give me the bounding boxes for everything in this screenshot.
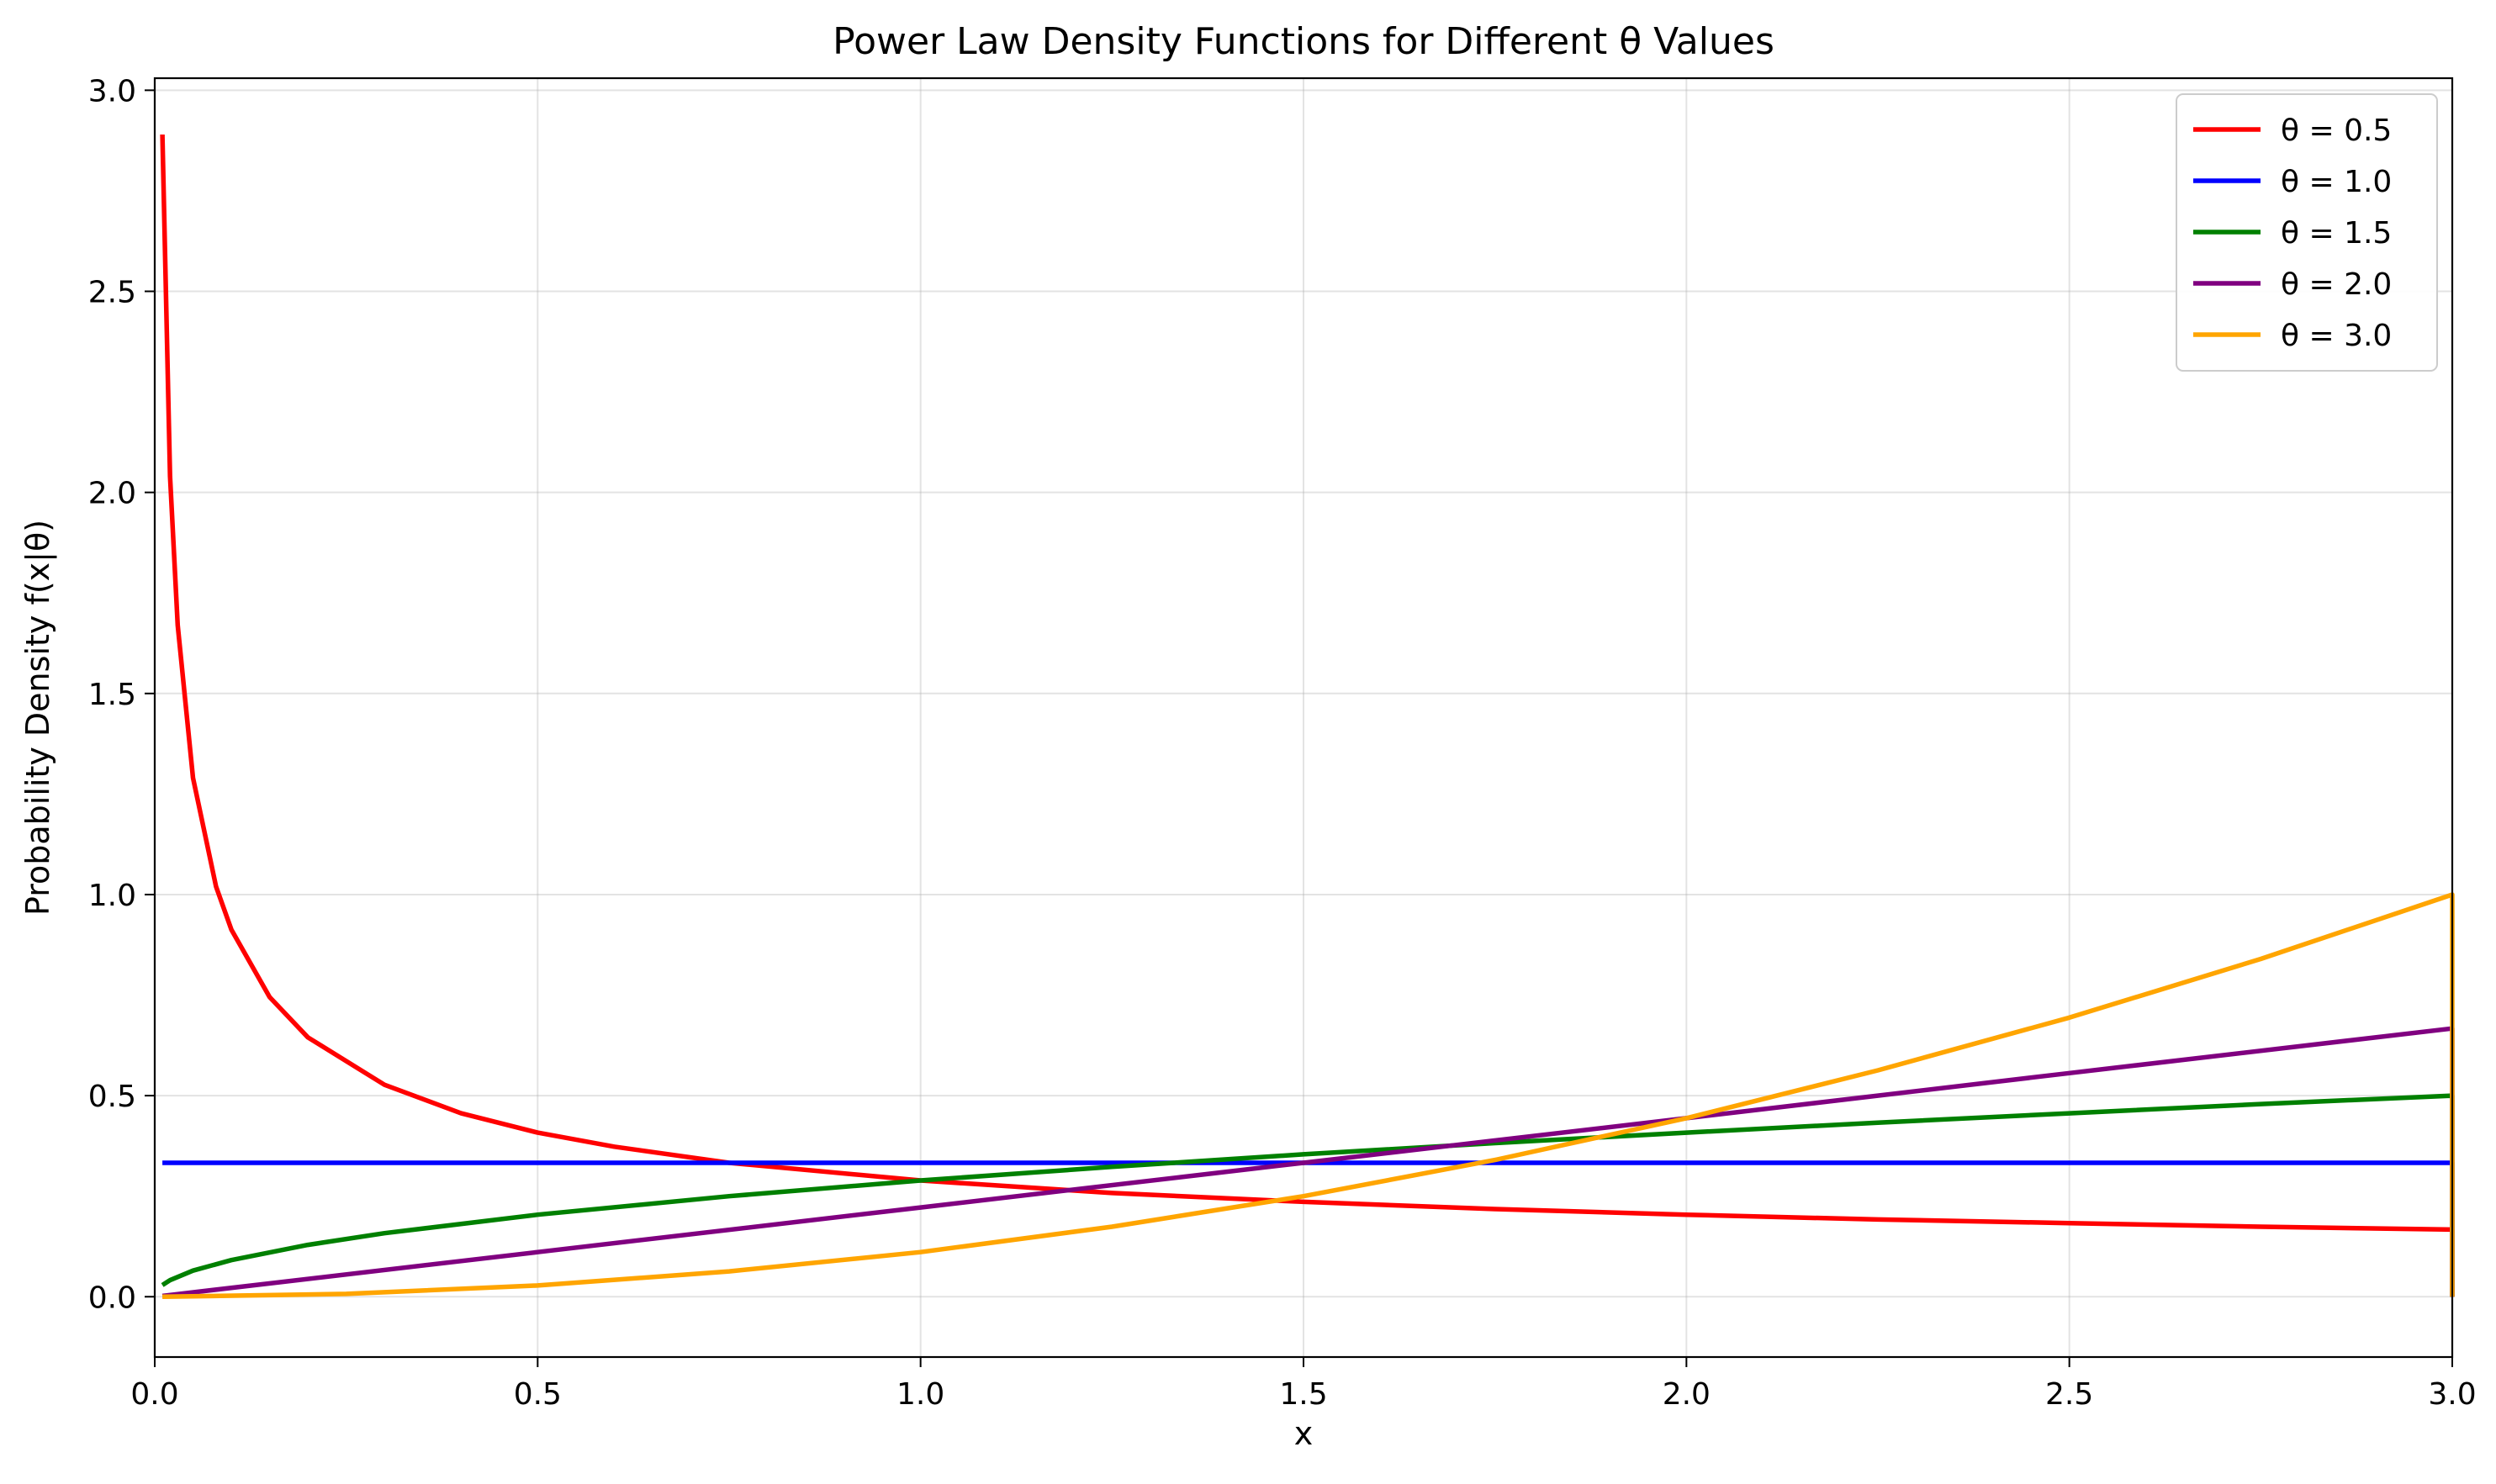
y-tick-label: 1.5 — [88, 678, 136, 712]
legend-box — [2176, 93, 2438, 372]
x-tick-label: 1.5 — [1279, 1377, 1327, 1412]
y-tick-label: 2.5 — [88, 276, 136, 310]
legend-label: θ = 1.5 — [2281, 216, 2392, 251]
y-tick-label: 3.0 — [88, 74, 136, 108]
y-tick-label: 2.0 — [88, 477, 136, 511]
legend-label: θ = 3.0 — [2281, 319, 2392, 353]
y-axis-label: Probability Density f(x|θ) — [19, 520, 57, 916]
y-tick-label: 0.5 — [88, 1080, 136, 1114]
chart-title: Power Law Density Functions for Differen… — [833, 20, 1774, 63]
x-tick-label: 0.5 — [514, 1377, 562, 1412]
series-line-3 — [161, 1093, 2455, 1297]
x-tick-label: 2.0 — [1663, 1377, 1711, 1412]
series-line-1 — [160, 134, 2455, 1297]
legend-label: θ = 0.5 — [2281, 114, 2392, 148]
x-axis-label: x — [1294, 1415, 1314, 1452]
legend-label: θ = 1.0 — [2281, 165, 2392, 199]
series-line-5 — [162, 892, 2455, 1300]
x-tick-label: 3.0 — [2428, 1377, 2476, 1412]
x-tick-label: 0.0 — [130, 1377, 178, 1412]
series-line-4 — [161, 1026, 2455, 1299]
x-tick-label: 1.0 — [896, 1377, 944, 1412]
legend: θ = 0.5 θ = 1.0 θ = 1.5 θ = 2.0 θ = 3.0 — [2176, 93, 2438, 372]
grid — [154, 78, 2453, 1357]
x-tick-label: 2.5 — [2045, 1377, 2093, 1412]
y-tick-label: 0.0 — [88, 1281, 136, 1315]
axis-ticks: 0.0 0.5 1.0 1.5 2.0 2.5 3.0 0.0 0.5 1.0 1.5 2.0 2.5 3… — [88, 74, 2477, 1412]
legend-label: θ = 2.0 — [2281, 267, 2392, 302]
y-tick-label: 1.0 — [88, 879, 136, 913]
